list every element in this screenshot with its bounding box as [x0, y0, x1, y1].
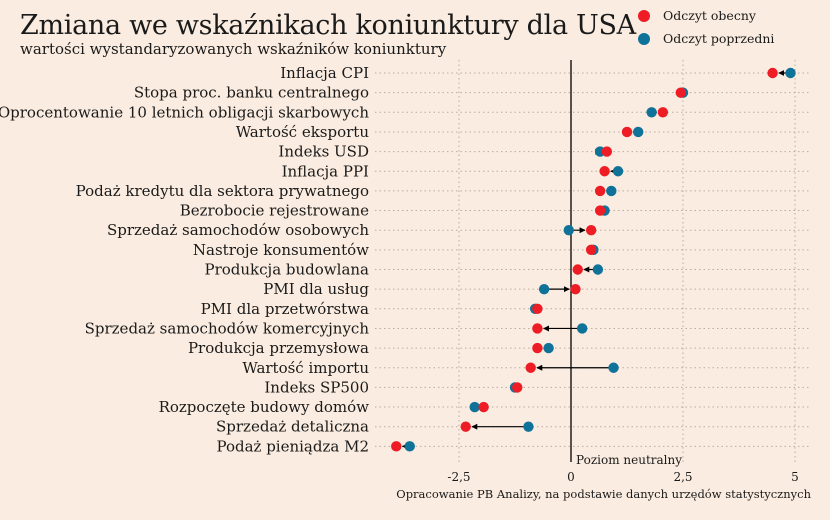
previous-value-dot: [543, 342, 554, 354]
current-value-dot: [675, 87, 686, 98]
category-label: PMI dla przetwórstwa: [201, 300, 369, 318]
category-label: Inflacja PPI: [282, 162, 369, 180]
current-value-dot: [572, 264, 583, 275]
current-value-dot: [525, 362, 536, 373]
current-value-dot: [585, 244, 597, 256]
current-value-dot: [621, 126, 633, 138]
previous-value-dot: [606, 185, 617, 197]
data-marks: [391, 67, 796, 452]
legend-current-label: Odczyt obecny: [663, 8, 756, 23]
current-value-dot: [601, 146, 613, 157]
previous-value-dot: [608, 362, 619, 373]
source-note: Opracowanie PB Analizy, na podstawie dan…: [396, 487, 811, 501]
current-value-dot: [767, 67, 778, 79]
previous-value-dot: [592, 264, 604, 275]
legend-item-current: Odczyt obecny: [638, 4, 774, 27]
category-label: Oprocentowanie 10 letnich obligacji skar…: [0, 103, 369, 121]
category-label: Podaż kredytu dla sektora prywatnego: [76, 182, 369, 200]
current-value-dot: [532, 303, 543, 314]
current-value-dot: [585, 225, 597, 236]
previous-value-dot: [469, 401, 480, 413]
category-label: Wartość importu: [242, 359, 369, 377]
previous-value-dot: [785, 67, 796, 79]
category-label: Sprzedaż detaliczna: [216, 418, 369, 436]
previous-value-dot: [563, 225, 574, 236]
current-value-dot: [532, 342, 543, 354]
category-label: Bezrobocie rejestrowane: [180, 202, 369, 220]
current-value-dot: [512, 382, 523, 393]
previous-value-dot: [538, 283, 550, 295]
category-label: PMI dla usług: [263, 280, 369, 298]
zero-line-label: Poziom neutralny: [576, 453, 682, 467]
current-value-dot: [594, 185, 606, 197]
current-value-dot: [391, 441, 402, 452]
current-value-dot: [532, 323, 543, 334]
category-label: Indeks USD: [278, 143, 369, 161]
x-tick-label: 0: [567, 470, 575, 484]
grid: [375, 60, 811, 462]
previous-value-dot: [646, 107, 657, 118]
category-label: Sprzedaż samochodów komercyjnych: [85, 319, 370, 337]
x-tick-label: -2,5: [447, 470, 470, 484]
current-value-dot: [570, 283, 581, 295]
current-value-dot: [460, 421, 471, 432]
x-tick-label: 2,5: [673, 470, 692, 484]
previous-value-dot: [523, 421, 534, 432]
x-axis: -2,5 0 2,5 5: [447, 60, 799, 484]
previous-value-dot: [577, 323, 588, 334]
category-label: Produkcja przemysłowa: [188, 339, 369, 357]
current-value-dot: [478, 401, 489, 413]
category-label: Nastroje konsumentów: [193, 241, 369, 259]
chart-title: Zmiana we wskaźnikach koniunktury dla US…: [20, 10, 636, 41]
category-label: Inflacja CPI: [280, 64, 369, 82]
category-label: Wartość eksportu: [236, 123, 370, 141]
chart-subtitle: wartości wystandaryzowanych wskaźników k…: [20, 40, 447, 58]
legend-previous-label: Odczyt poprzedni: [663, 31, 775, 46]
category-label: Produkcja budowlana: [205, 261, 370, 279]
legend-current-dot: [638, 9, 650, 22]
category-label: Indeks SP500: [264, 378, 369, 396]
category-labels: Inflacja CPI Stopa proc. banku centralneg…: [0, 64, 369, 455]
previous-value-dot: [633, 126, 644, 138]
current-value-dot: [599, 166, 610, 177]
category-label: Stopa proc. banku centralnego: [134, 84, 369, 102]
category-label: Sprzedaż samochodów osobowych: [107, 221, 369, 239]
previous-value-dot: [612, 166, 624, 177]
legend-previous-dot: [638, 32, 650, 45]
current-value-dot: [657, 107, 669, 118]
x-tick-label: 5: [791, 470, 799, 484]
category-label: Rozpoczęte budowy domów: [159, 398, 370, 416]
legend: Odczyt obecny Odczyt poprzedni: [638, 4, 774, 50]
legend-item-previous: Odczyt poprzedni: [638, 27, 774, 50]
current-value-dot: [594, 205, 606, 216]
category-label: Podaż pieniądza M2: [216, 437, 369, 455]
previous-value-dot: [404, 441, 415, 452]
